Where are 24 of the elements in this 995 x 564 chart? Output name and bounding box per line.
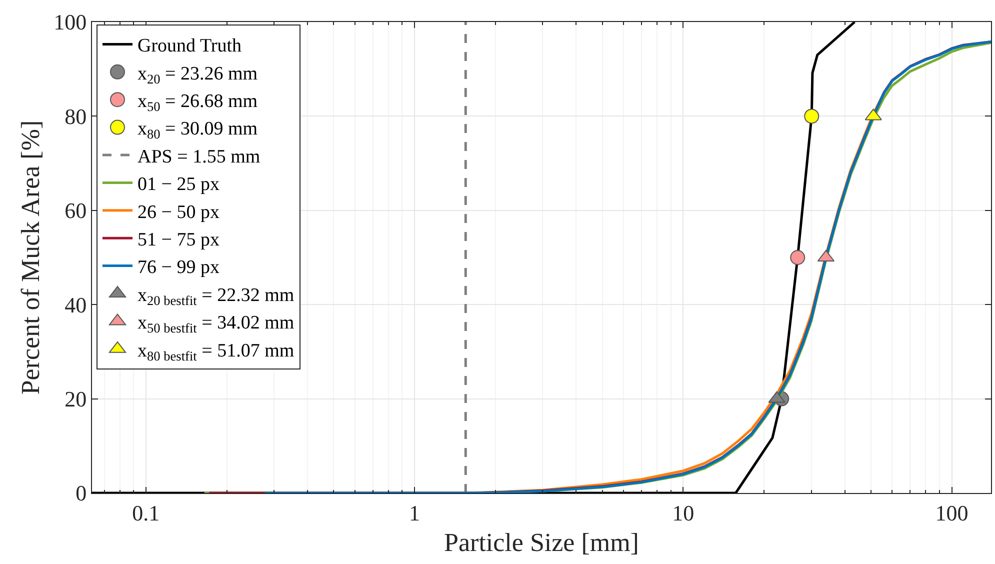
y-tick-label: 60 [64,198,87,224]
legend-label: x$_{50}$ = 26.68 mm [137,91,258,114]
y-tick-label: 0 [76,480,87,506]
legend-label: 51 − 75 px [137,230,220,251]
legend-label: x$_{20}$ = 23.26 mm [137,63,258,86]
legend-label: APS = 1.55 mm [137,146,260,168]
legend-label: 01 − 25 px [137,174,220,196]
x-tick-label: 100 [935,500,968,526]
legend-label: x$_{20 bestfit}$ = 22.32 mm [137,284,294,308]
legend-label: x$_{50 bestfit}$ = 34.02 mm [137,312,294,336]
y-tick-label: 80 [64,104,87,129]
y-tick-label: 100 [54,10,87,35]
x-tick-label: 0.1 [132,500,160,526]
legend-label: x$_{80}$ = 30.09 mm [137,118,258,142]
x-tick-label: 10 [672,500,694,526]
y-axis-title: Percent of Muck Area [%] [16,120,45,395]
legend-label: 76 − 99 px [137,257,220,278]
y-tick-label: 40 [64,292,87,318]
legend-label: 26 − 50 px [137,202,220,223]
legend-label: Ground Truth [137,36,242,57]
legend-label: x$_{80 bestfit}$ = 51.07 mm [137,340,294,364]
x-axis-title: Particle Size [mm] [444,528,639,558]
x-tick-label: 1 [409,500,420,526]
y-tick-label: 20 [64,386,87,412]
